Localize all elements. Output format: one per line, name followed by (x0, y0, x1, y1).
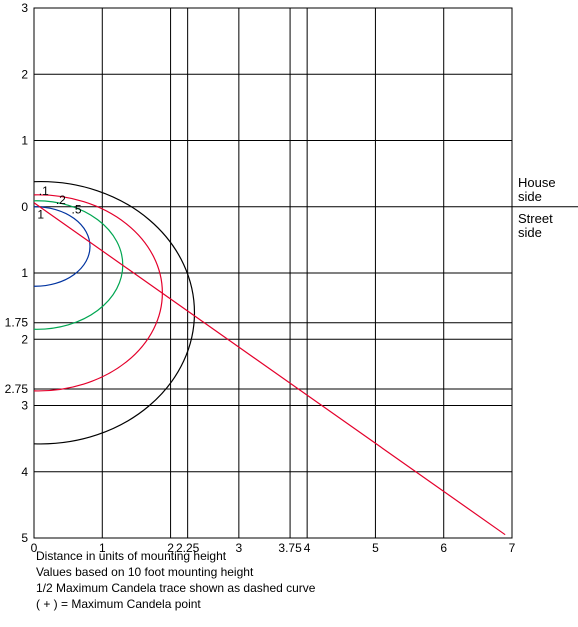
x-tick-label: 6 (440, 541, 447, 555)
y-tick-label: 1 (21, 266, 28, 280)
contour-label: .2 (56, 193, 66, 207)
y-tick-label: 3 (21, 1, 28, 15)
x-tick-label: 5 (372, 541, 379, 555)
street-side-label: side (518, 225, 542, 240)
y-tick-label: 5 (21, 531, 28, 545)
x-tick-label: 3 (236, 541, 243, 555)
note-line: Values based on 10 foot mounting height (36, 565, 254, 579)
street-side-label: Street (518, 211, 553, 226)
contour-label: .5 (72, 202, 82, 216)
x-tick-label: 4 (304, 541, 311, 555)
house-side-label: House (518, 175, 556, 190)
y-tick-label: 4 (21, 465, 28, 479)
note-line: 1/2 Maximum Candela trace shown as dashe… (36, 581, 316, 595)
isofootcandle-chart: .1.2.510122.2533.754567321011.7522.75345… (0, 0, 578, 627)
x-tick-label: 3.75 (278, 541, 302, 555)
note-line: Distance in units of mounting height (36, 549, 227, 563)
note-line: ( + ) = Maximum Candela point (36, 597, 201, 611)
y-tick-label: 2.75 (5, 382, 29, 396)
house-side-label: side (518, 189, 542, 204)
y-tick-label: 1.75 (5, 316, 29, 330)
y-tick-label: 3 (21, 399, 28, 413)
y-tick-label: 2 (21, 67, 28, 81)
y-tick-label: 1 (21, 134, 28, 148)
contour-label: 1 (37, 208, 44, 222)
x-tick-label: 7 (509, 541, 516, 555)
y-tick-label: 0 (21, 200, 28, 214)
y-tick-label: 2 (21, 332, 28, 346)
contour-label: .1 (39, 184, 49, 198)
